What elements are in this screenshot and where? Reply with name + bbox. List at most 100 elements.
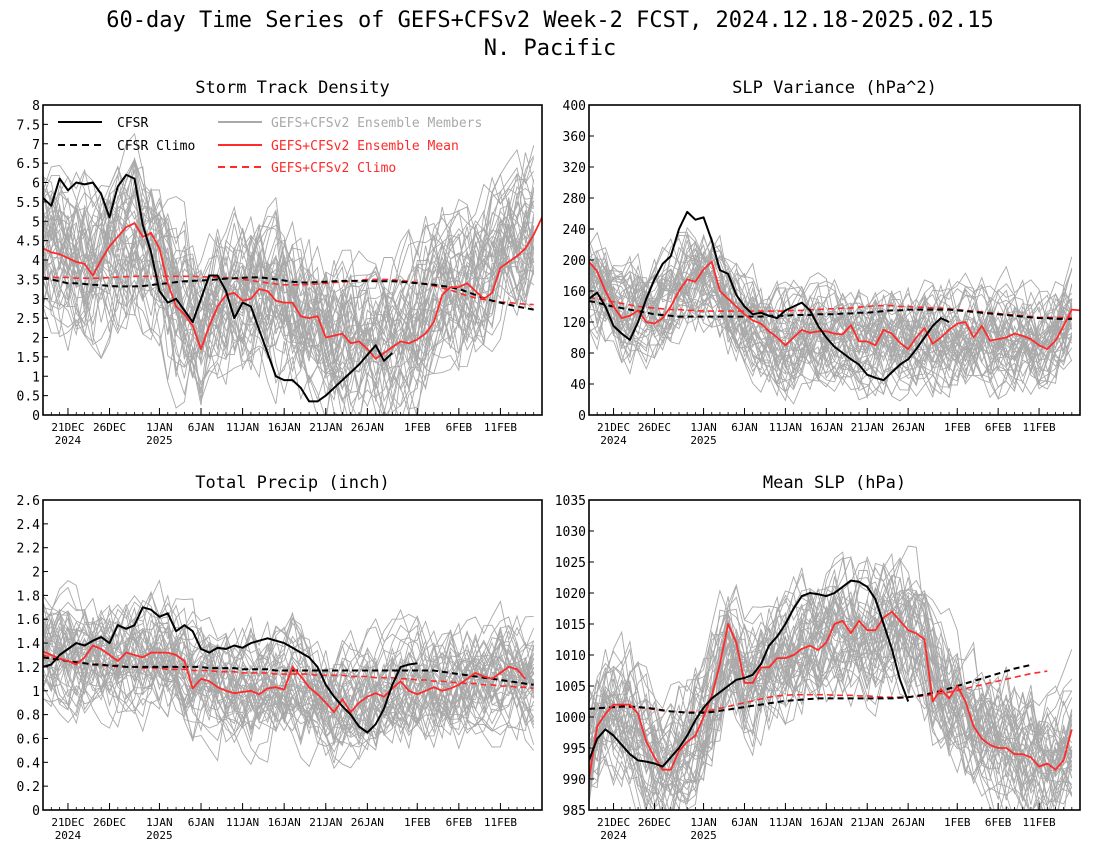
x-tick-label: 26JAN [892,421,925,434]
x-tick-label: 11FEB [1023,421,1056,434]
y-tick-label: 1005 [555,680,586,695]
y-tick-label: 3.5 [17,273,40,288]
ensemble-member-line [43,185,534,385]
y-tick-label: 985 [563,804,586,819]
x-tick-label: 26DEC [638,421,671,434]
y-tick-label: 6.5 [17,157,40,172]
ensemble-member-line [43,613,535,713]
x-tick-label: 11FEB [1023,816,1056,829]
y-tick-label: 2.6 [17,494,40,509]
figure-title: 60-day Time Series of GEFS+CFSv2 Week-2 … [106,8,993,33]
series-gefs-cfsv2-ensemble-mean [589,260,1080,351]
ensemble-member-line [589,237,1073,359]
legend-cfsr-climo-label: CFSR Climo [117,139,195,154]
panel-title: Storm Track Density [195,78,389,98]
ensemble-member-line [43,601,535,730]
ensemble-member-line [43,595,534,724]
x-tick-label: 11JAN [226,421,259,434]
ensemble-member-line [589,237,1073,366]
series-gefs-cfsv2-ensemble-mean [43,216,542,360]
y-tick-label: 0.8 [17,709,40,724]
y-tick-label: 0 [578,409,586,424]
ensemble-member-line [589,262,1073,363]
x-tick-label: 6JAN [731,816,758,829]
ensemble-member-line [43,254,534,406]
x-tick-label: 1FEB [944,816,971,829]
ensemble-member-line [589,593,1073,810]
x-tick-year-label: 2025 [690,829,717,842]
x-tick-label: 11JAN [769,816,802,829]
x-tick-label: 21DEC [597,816,630,829]
ensemble-member-line [43,190,535,376]
ensemble-member-line [589,254,1073,400]
ensemble-member-line [43,251,535,396]
y-tick-label: 5.5 [17,196,40,211]
y-tick-label: 1.6 [17,613,40,628]
x-tick-label: 26DEC [93,421,126,434]
ensemble-member-line [589,274,1073,388]
series-cfsr [589,579,910,768]
legend-ens-mean-label: GEFS+CFSv2 Ensemble Mean [271,139,459,154]
ensemble-member-line [589,239,1073,367]
y-tick-label: 4 [32,254,40,269]
x-tick-label: 11JAN [769,421,802,434]
panel-total-precip: Total Precip (inch) 0 0.2 0.4 0.6 0.8 1 1.2 1.4 1… [17,473,543,842]
y-tick-label: 1025 [555,556,586,571]
y-tick-label: 120 [563,316,586,331]
x-tick-label: 21JAN [309,816,342,829]
panel-mean-slp: Mean SLP (hPa) 985 990 995 1000 1005 1010 1015 1… [555,473,1081,842]
y-tick-label: 160 [563,285,586,300]
ensemble-member-line [589,260,1073,396]
y-tick-label: 1015 [555,618,586,633]
series-cfsr-climo [43,656,534,686]
y-tick-label: 80 [570,347,586,362]
ensemble-member-line [43,636,535,763]
ensemble-member-line [589,270,1073,399]
ensemble-member-line [589,612,1073,810]
y-tick-label: 0 [32,804,40,819]
ensemble-member-line [589,267,1073,397]
y-tick-label: 2 [32,332,40,347]
y-tick-label: 7 [32,138,40,153]
y-tick-label: 6 [32,177,40,192]
series-cfsr [43,173,393,403]
x-tick-label: 11FEB [484,816,517,829]
y-tick-label: 280 [563,192,586,207]
y-tick-label: 0.2 [17,780,40,795]
ensemble-member-line [589,266,1073,391]
panel-slp-variance: SLP Variance (hPa^2) 0 40 80 120 160 200 240 280… [563,78,1081,447]
x-tick-label: 1JAN [146,816,173,829]
y-tick-label: 0.5 [17,390,40,405]
y-tick-label: 40 [570,378,586,393]
y-tick-label: 4.5 [17,235,40,250]
ensemble-member-line [43,210,535,387]
x-tick-label: 11JAN [226,816,259,829]
y-tick-label: 1.4 [17,637,41,652]
y-tick-label: 2.5 [17,312,40,327]
x-tick-label: 21JAN [309,421,342,434]
x-tick-year-label: 2024 [600,434,627,447]
ensemble-member-line [43,187,535,361]
x-tick-label: 6FEB [446,816,473,829]
x-tick-label: 21DEC [51,421,84,434]
y-tick-label: 400 [563,99,586,114]
x-tick-label: 26DEC [638,816,671,829]
x-tick-label: 6JAN [188,816,215,829]
ensemble-member-line [589,235,1073,353]
series-cfsr [43,606,418,734]
ensemble-member-line [589,556,1073,768]
ensemble-members [43,579,535,770]
ensemble-members [43,132,535,415]
y-tick-label: 1000 [555,711,586,726]
ensemble-member-line [589,591,1072,810]
ensemble-member-line [43,190,535,368]
x-tick-year-label: 2024 [55,829,82,842]
ensemble-member-line [589,282,1073,397]
x-tick-label: 1JAN [146,421,173,434]
y-tick-label: 0 [32,409,40,424]
ensemble-member-line [43,152,535,335]
ensemble-member-line [43,200,535,373]
y-tick-label: 2.4 [17,518,41,533]
x-tick-year-label: 2024 [55,434,82,447]
ensemble-member-line [589,557,1073,769]
